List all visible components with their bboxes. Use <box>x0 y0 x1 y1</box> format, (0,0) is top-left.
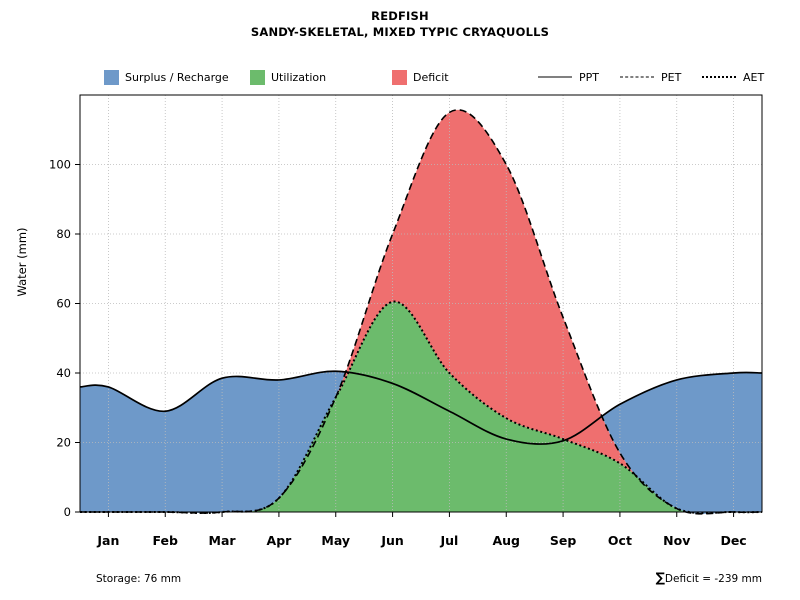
sigma-icon: ∑ <box>655 571 665 586</box>
x-tick-label: Jun <box>380 533 403 548</box>
storage-note: Storage: 76 mm <box>96 573 182 585</box>
legend-label-ppt: PPT <box>579 70 599 84</box>
chart-title: REDFISH SANDY-SKELETAL, MIXED TYPIC CRYA… <box>0 8 800 40</box>
legend-swatch-surplus <box>104 69 119 85</box>
x-tick-label: Aug <box>492 533 520 548</box>
legend-label-aet: AET <box>743 70 765 84</box>
x-tick-label: Feb <box>153 533 179 548</box>
y-tick-label: 100 <box>49 158 71 172</box>
legend-label-pet: PET <box>661 70 682 84</box>
legend-swatch-deficit <box>392 69 407 85</box>
y-tick-label: 20 <box>56 436 71 450</box>
chart-legend: Surplus / Recharge Utilization Deficit P… <box>0 68 800 86</box>
x-tick-label: Apr <box>267 533 293 548</box>
x-tick-label: Dec <box>720 533 746 548</box>
legend-label-surplus: Surplus / Recharge <box>125 70 229 84</box>
x-tick-label: Jul <box>439 533 458 548</box>
y-tick-label: 60 <box>56 297 71 311</box>
deficit-note-text: Deficit = -239 mm <box>664 573 762 585</box>
area-utilization <box>224 301 687 512</box>
chart-title-line2: SANDY-SKELETAL, MIXED TYPIC CRYAQUOLLS <box>250 25 550 39</box>
x-tick-label: Nov <box>663 533 690 548</box>
deficit-note: ∑Deficit = -239 mm <box>656 571 762 586</box>
legend-item-aet: AET <box>702 68 764 86</box>
curve-aet <box>79 300 763 515</box>
area-surplus <box>602 372 762 514</box>
legend-swatch-utilization <box>250 69 265 85</box>
x-tick-label: Jan <box>96 533 119 548</box>
x-tick-label: Sep <box>550 533 576 548</box>
y-tick-label: 40 <box>56 366 71 380</box>
legend-item-ppt: PPT <box>538 68 599 86</box>
x-tick-label: May <box>321 533 350 548</box>
legend-label-utilization: Utilization <box>271 70 327 84</box>
legend-item-deficit: Deficit <box>392 68 449 86</box>
x-tick-label: Oct <box>608 533 632 548</box>
x-tick-label: Mar <box>209 533 237 548</box>
curve-pet <box>79 109 763 515</box>
legend-label-deficit: Deficit <box>413 70 449 84</box>
legend-item-surplus: Surplus / Recharge <box>104 68 229 86</box>
y-tick-label: 80 <box>56 227 71 241</box>
area-deficit <box>336 109 635 475</box>
legend-item-pet: PET <box>620 68 681 86</box>
legend-item-utilization: Utilization <box>250 68 326 86</box>
y-tick-label: 0 <box>64 505 71 519</box>
curve-ppt <box>79 370 763 445</box>
chart-title-line1: REDFISH <box>371 9 429 23</box>
